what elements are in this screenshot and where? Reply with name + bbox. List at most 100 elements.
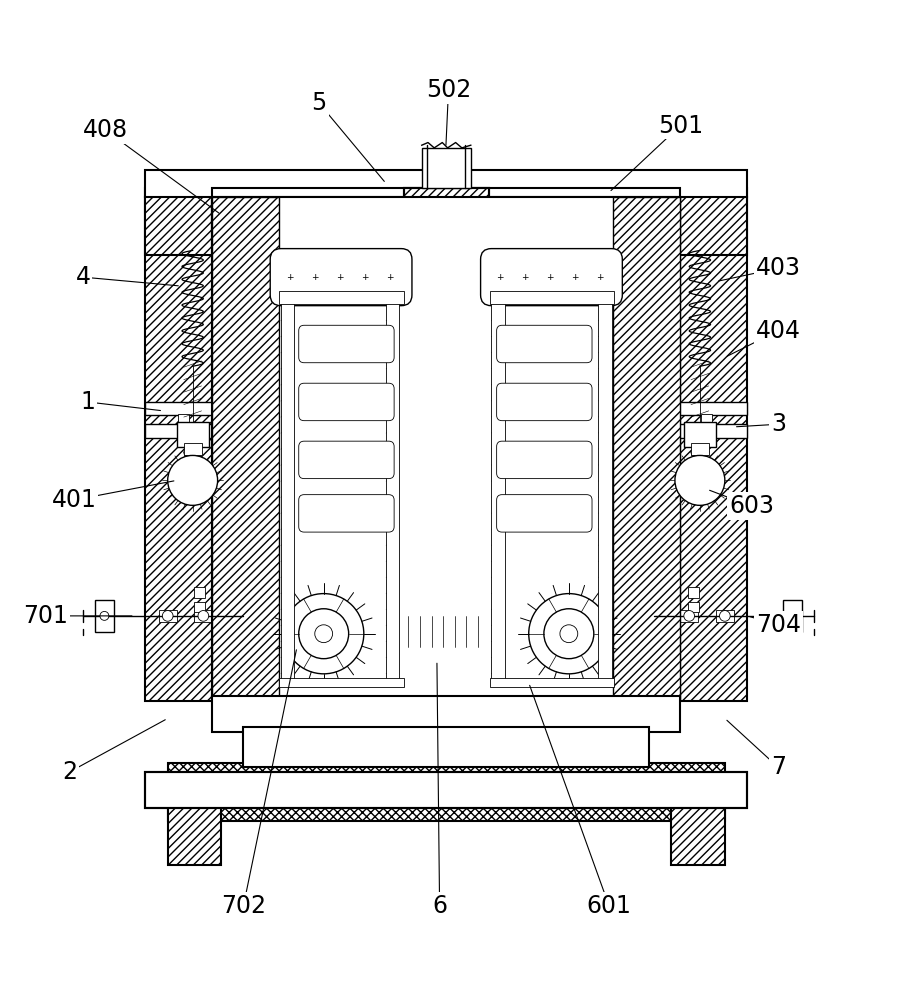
- Bar: [405, 187, 417, 199]
- Bar: [402, 616, 492, 647]
- Text: 3: 3: [771, 412, 786, 436]
- Bar: [675, 424, 747, 438]
- Bar: [213, 197, 680, 701]
- Bar: [213, 696, 680, 732]
- Bar: [145, 197, 213, 701]
- Text: +: +: [546, 273, 553, 282]
- Text: 501: 501: [658, 114, 703, 138]
- FancyBboxPatch shape: [497, 441, 592, 479]
- Bar: [145, 772, 747, 808]
- Text: 408: 408: [83, 118, 128, 142]
- Bar: [279, 678, 404, 687]
- Text: +: +: [496, 273, 504, 282]
- Bar: [680, 197, 747, 701]
- Circle shape: [684, 611, 694, 621]
- Bar: [213, 197, 279, 701]
- Bar: [680, 188, 747, 255]
- Text: +: +: [336, 273, 344, 282]
- Text: 4: 4: [75, 265, 91, 289]
- Circle shape: [198, 611, 209, 621]
- Circle shape: [528, 594, 609, 674]
- Bar: [177, 422, 209, 447]
- Bar: [684, 422, 716, 447]
- Circle shape: [162, 611, 173, 621]
- FancyBboxPatch shape: [497, 495, 592, 532]
- Bar: [178, 414, 189, 426]
- Bar: [404, 188, 489, 701]
- Circle shape: [168, 455, 218, 505]
- Text: +: +: [386, 273, 394, 282]
- Bar: [492, 295, 505, 683]
- Text: 603: 603: [729, 494, 774, 518]
- Bar: [783, 600, 803, 632]
- Bar: [195, 610, 213, 622]
- FancyBboxPatch shape: [497, 383, 592, 421]
- Text: +: +: [597, 273, 604, 282]
- Bar: [716, 610, 734, 622]
- Text: 5: 5: [311, 91, 327, 115]
- Bar: [195, 587, 205, 598]
- Circle shape: [544, 609, 594, 659]
- Text: 2: 2: [62, 760, 77, 784]
- Bar: [480, 691, 492, 702]
- Circle shape: [788, 611, 797, 620]
- Bar: [490, 678, 614, 687]
- Bar: [195, 602, 205, 612]
- Text: 704: 704: [756, 613, 801, 637]
- Bar: [159, 610, 177, 622]
- Text: 1: 1: [80, 390, 95, 414]
- Bar: [279, 291, 404, 304]
- FancyBboxPatch shape: [481, 249, 623, 306]
- Text: 404: 404: [756, 319, 801, 343]
- Bar: [675, 402, 747, 415]
- Bar: [145, 402, 217, 415]
- Text: +: +: [311, 273, 318, 282]
- FancyBboxPatch shape: [497, 325, 592, 363]
- Circle shape: [719, 611, 730, 621]
- Bar: [145, 170, 747, 197]
- Bar: [680, 610, 698, 622]
- Text: 6: 6: [432, 894, 447, 918]
- Bar: [701, 414, 712, 426]
- Bar: [94, 600, 114, 632]
- Bar: [614, 197, 680, 701]
- Bar: [688, 602, 699, 612]
- Text: +: +: [286, 273, 293, 282]
- Bar: [598, 295, 612, 683]
- Bar: [475, 187, 487, 199]
- Bar: [281, 295, 294, 683]
- Bar: [213, 188, 680, 233]
- Bar: [243, 727, 649, 767]
- Text: 702: 702: [221, 894, 266, 918]
- Bar: [401, 691, 413, 702]
- Text: 401: 401: [52, 488, 97, 512]
- Circle shape: [315, 625, 333, 643]
- Circle shape: [560, 625, 578, 643]
- Text: +: +: [571, 273, 579, 282]
- Text: 502: 502: [426, 78, 471, 102]
- Text: +: +: [521, 273, 529, 282]
- Bar: [688, 587, 699, 598]
- Text: 7: 7: [771, 755, 786, 779]
- Bar: [490, 291, 614, 304]
- Bar: [145, 772, 747, 808]
- Text: 601: 601: [587, 894, 631, 918]
- Bar: [691, 443, 709, 455]
- Bar: [168, 790, 222, 865]
- Circle shape: [675, 455, 725, 505]
- Bar: [404, 188, 489, 701]
- Bar: [145, 188, 213, 255]
- Text: 403: 403: [756, 256, 801, 280]
- Circle shape: [299, 609, 349, 659]
- FancyBboxPatch shape: [299, 325, 394, 363]
- Bar: [671, 790, 725, 865]
- Bar: [386, 295, 399, 683]
- FancyBboxPatch shape: [299, 383, 394, 421]
- Bar: [184, 443, 202, 455]
- FancyBboxPatch shape: [299, 495, 394, 532]
- Bar: [422, 148, 471, 188]
- Circle shape: [100, 611, 109, 620]
- FancyBboxPatch shape: [299, 441, 394, 479]
- Circle shape: [283, 594, 364, 674]
- Text: 701: 701: [23, 604, 68, 628]
